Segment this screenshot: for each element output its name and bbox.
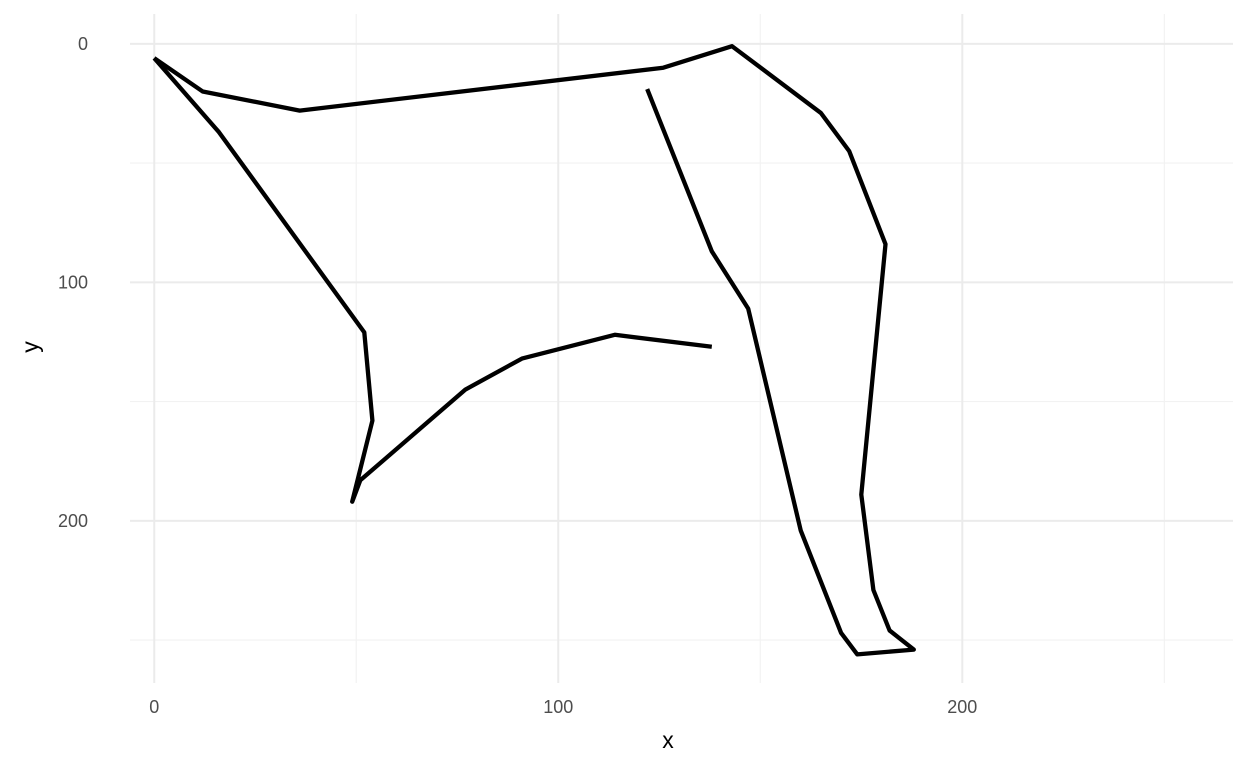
y-tick-label: 200 <box>58 511 88 531</box>
x-tick-label: 100 <box>543 697 573 717</box>
grid <box>130 14 1233 683</box>
x-tick-label: 0 <box>149 697 159 717</box>
x-tick-labels: 0 100 200 <box>149 697 977 717</box>
y-axis-title: y <box>17 341 43 353</box>
series-layer <box>152 44 916 657</box>
series-line-1 <box>152 44 916 657</box>
series-line-2 <box>152 56 713 504</box>
x-axis-title: x <box>662 727 674 753</box>
y-tick-labels: 0 100 200 <box>58 34 88 531</box>
y-tick-label: 0 <box>78 34 88 54</box>
y-tick-label: 100 <box>58 272 88 292</box>
x-tick-label: 200 <box>947 697 977 717</box>
